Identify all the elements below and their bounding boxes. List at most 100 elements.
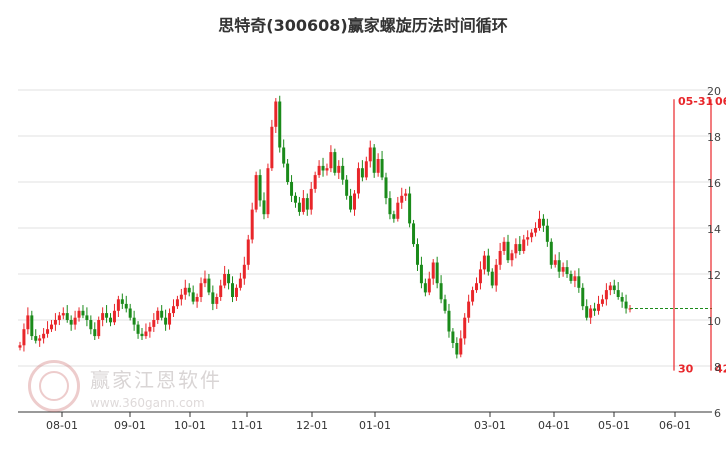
candle-body <box>301 198 305 212</box>
candle-body <box>553 260 557 265</box>
candle-body <box>187 287 191 293</box>
candle-body <box>349 195 353 210</box>
candle-body <box>522 239 526 251</box>
candle-body <box>392 214 396 219</box>
candle-body <box>313 175 317 189</box>
candle-body <box>329 152 333 169</box>
candle-body <box>250 209 254 240</box>
candle-body <box>215 297 219 304</box>
candle-body <box>57 315 61 320</box>
candle-body <box>506 241 510 261</box>
candle-body <box>171 306 175 314</box>
candle-body <box>341 165 345 180</box>
candle-body <box>290 182 294 196</box>
candle-body <box>415 244 419 265</box>
candle-body <box>140 333 144 337</box>
candle-body <box>353 193 357 210</box>
candle-body <box>356 168 360 194</box>
candle-body <box>581 287 585 307</box>
cycle-count-label: 42 <box>715 363 726 376</box>
candle-body <box>207 278 211 293</box>
candle-body <box>565 267 569 274</box>
candle-body <box>293 195 297 203</box>
candle-body <box>447 310 451 332</box>
candle-body <box>593 308 597 311</box>
watermark-url: www.360gann.com <box>90 396 205 410</box>
candle-body <box>620 297 624 302</box>
candle-body <box>333 152 337 173</box>
candle-body <box>404 193 408 196</box>
candle-body <box>286 163 290 182</box>
candle-body <box>549 241 553 265</box>
candle-body <box>105 313 109 318</box>
candle-body <box>423 283 427 293</box>
candle-body <box>156 310 160 320</box>
candle-body <box>419 264 423 284</box>
candle-body <box>109 317 113 323</box>
candle-body <box>168 313 172 325</box>
cycle-date-label: 05-31 <box>678 95 713 108</box>
candle-body <box>297 202 301 212</box>
candle-body <box>30 315 34 337</box>
candle-body <box>577 276 581 288</box>
candle-body <box>439 283 443 300</box>
candle-body <box>93 329 97 337</box>
candle-body <box>608 285 612 291</box>
candle-body <box>396 202 400 219</box>
candle-body <box>116 299 120 311</box>
candle-body <box>61 313 65 316</box>
cycle-count-label: 30 <box>678 363 694 376</box>
chart-title: 思特奇(300608)赢家螺旋历法时间循环 <box>218 16 508 35</box>
candle-body <box>53 320 57 325</box>
y-tick-label: 16 <box>707 177 721 190</box>
candle-body <box>372 147 376 173</box>
candle-body <box>266 168 270 215</box>
x-tick-label: 09-01 <box>114 419 146 432</box>
candle-body <box>443 299 447 311</box>
candle-body <box>435 262 439 284</box>
candle-body <box>463 317 467 339</box>
candle-body <box>482 255 486 270</box>
x-tick-label: 08-01 <box>46 419 78 432</box>
candle-body <box>234 287 238 297</box>
candle-body <box>337 165 341 173</box>
watermark-seal-icon <box>28 360 80 412</box>
candle-body <box>321 165 325 171</box>
candle-body <box>305 198 309 210</box>
candlesticks <box>18 95 712 359</box>
candle-body <box>18 345 22 348</box>
candle-body <box>541 218 545 226</box>
cycle-date-label: 06 <box>715 95 726 108</box>
y-tick-label: 8 <box>714 361 721 374</box>
y-tick-label: 14 <box>707 223 721 236</box>
candle-body <box>179 294 183 300</box>
x-tick-label: 01-01 <box>359 419 391 432</box>
candle-body <box>124 303 128 309</box>
candle-body <box>34 336 38 341</box>
candle-body <box>223 274 227 286</box>
candle-body <box>262 200 266 215</box>
candle-body <box>101 313 105 320</box>
candle-body <box>183 287 187 295</box>
candle-body <box>77 310 81 318</box>
candle-body <box>412 223 416 245</box>
candle-body <box>85 315 89 320</box>
candle-body <box>376 159 380 173</box>
candle-body <box>597 303 601 311</box>
candle-body <box>49 324 53 330</box>
candle-body <box>490 271 494 286</box>
candle-body <box>600 299 604 304</box>
candle-body <box>455 343 459 355</box>
x-tick-label: 11-01 <box>231 419 263 432</box>
candle-body <box>557 260 561 272</box>
candle-body <box>380 159 384 178</box>
candle-body <box>502 241 506 251</box>
candle-body <box>69 320 73 325</box>
candle-body <box>486 255 490 272</box>
candle-body <box>589 308 593 318</box>
candle-body <box>242 264 246 279</box>
candle-body <box>128 308 132 318</box>
candle-body <box>364 161 368 178</box>
candle-body <box>494 264 498 286</box>
candle-body <box>231 283 235 297</box>
